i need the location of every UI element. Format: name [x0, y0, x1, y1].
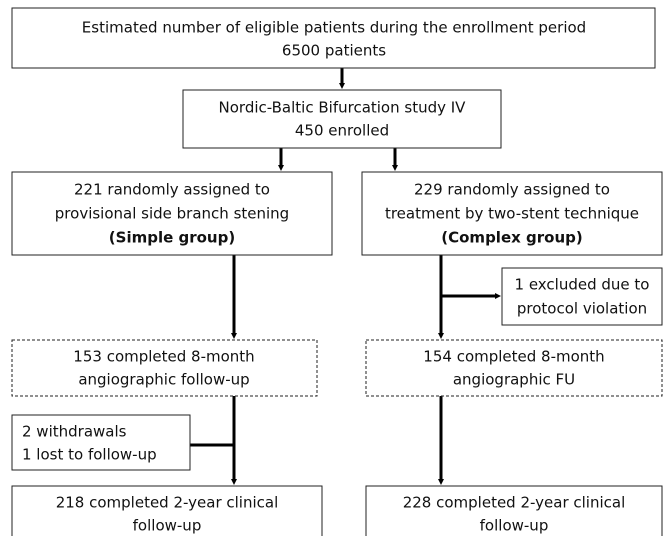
node-text: treatment by two-stent technique	[385, 205, 639, 223]
box	[11, 171, 333, 256]
node-text: 1 lost to follow-up	[22, 446, 157, 464]
node-text: protocol violation	[517, 300, 647, 318]
box	[182, 89, 502, 149]
box	[365, 339, 663, 397]
node-text: 154 completed 8-month	[423, 348, 604, 366]
node-text: (Complex group)	[441, 229, 582, 247]
node-text: 1 excluded due to	[515, 276, 650, 294]
node-text: 229 randomly assigned to	[414, 181, 610, 199]
box	[11, 7, 656, 69]
node-text: angiographic FU	[453, 371, 575, 389]
node-text: 153 completed 8-month	[73, 348, 254, 366]
box	[11, 339, 318, 397]
box	[11, 414, 191, 471]
node-text: 2 withdrawals	[22, 423, 127, 441]
box	[365, 485, 663, 536]
node-text: 218 completed 2-year clinical	[56, 494, 279, 512]
box	[11, 485, 323, 536]
node-text: follow-up	[133, 517, 202, 535]
node-text: angiographic follow-up	[78, 371, 249, 389]
node-text: 228 completed 2-year clinical	[403, 494, 626, 512]
connectors	[190, 68, 501, 485]
box	[361, 171, 663, 256]
box	[501, 267, 663, 326]
node-text: (Simple group)	[109, 229, 235, 247]
node-text: follow-up	[480, 517, 549, 535]
node-text: 450 enrolled	[295, 122, 389, 140]
node-text: Estimated number of eligible patients du…	[82, 19, 586, 37]
node-text: provisional side branch stening	[55, 205, 289, 223]
node-text: 6500 patients	[282, 42, 386, 60]
node-text: Nordic-Baltic Bifurcation study IV	[219, 99, 467, 117]
node-text: 221 randomly assigned to	[74, 181, 270, 199]
